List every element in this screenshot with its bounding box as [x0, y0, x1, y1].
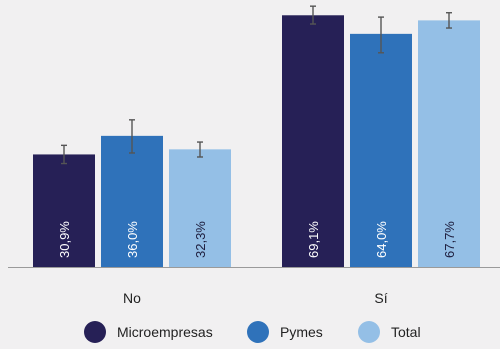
data-label: 32,3% [193, 221, 208, 258]
legend-swatch [358, 321, 380, 343]
legend-label: Microempresas [117, 324, 213, 340]
legend-label: Pymes [280, 324, 323, 340]
data-label: 36,0% [125, 221, 140, 258]
legend: Microempresas Pymes Total [84, 321, 421, 343]
data-label: 64,0% [374, 221, 389, 258]
legend-swatch [247, 321, 269, 343]
data-label: 67,7% [442, 221, 457, 258]
bars-layer: 30,9% 69,1% 36,0% 64,0% 32,3% 67,7% [33, 5, 480, 268]
bar-total-1 [418, 20, 480, 267]
data-label: 69,1% [306, 221, 321, 258]
bar-pymes-0 [101, 135, 163, 267]
bar-total-0 [169, 149, 231, 267]
legend-swatch [84, 321, 106, 343]
category-label: Sí [374, 290, 387, 306]
data-label: 30,9% [57, 221, 72, 258]
legend-label: Total [391, 324, 421, 340]
category-labels: No Sí [123, 290, 388, 306]
bar-microempresas-1 [282, 15, 344, 268]
category-label: No [123, 290, 141, 306]
bar-pymes-1 [350, 33, 412, 267]
bar-microempresas-0 [33, 154, 95, 267]
